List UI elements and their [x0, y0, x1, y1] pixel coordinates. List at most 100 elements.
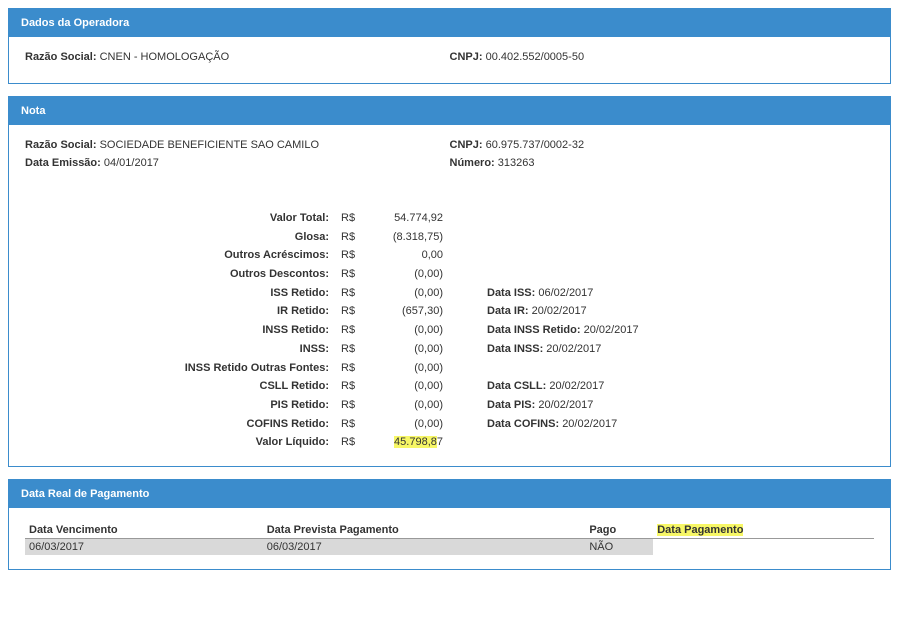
- financial-row-currency: R$: [335, 415, 367, 434]
- nota-data-emissao-value: 04/01/2017: [104, 157, 159, 169]
- financial-row-value: 45.798,87: [367, 433, 447, 452]
- financial-row-date-label: Data CSLL:: [487, 380, 549, 392]
- financial-row-date-label: Data IR:: [487, 305, 532, 317]
- financial-row: ISS Retido:R$(0,00)Data ISS: 06/02/2017: [25, 284, 874, 303]
- financial-row-currency: R$: [335, 396, 367, 415]
- pagamento-row-pago: NÃO: [585, 538, 653, 555]
- financial-row-value: (0,00): [367, 284, 447, 303]
- financial-row-date-value: 20/02/2017: [538, 399, 593, 411]
- financials-table: Valor Total:R$54.774,92Glosa:R$(8.318,75…: [25, 209, 874, 452]
- pagamento-row: 06/03/2017 06/03/2017 NÃO: [25, 538, 874, 555]
- financial-row: IR Retido:R$(657,30)Data IR: 20/02/2017: [25, 302, 874, 321]
- financial-row-date-value: 06/02/2017: [538, 287, 593, 299]
- financial-row-value: (0,00): [367, 265, 447, 284]
- financial-row-date: Data INSS Retido: 20/02/2017: [447, 321, 639, 340]
- operadora-cnpj-value: 00.402.552/0005-50: [486, 51, 584, 63]
- operadora-razao-social: Razão Social: CNEN - HOMOLOGAÇÃO: [25, 51, 450, 63]
- financial-row-date-value: 20/02/2017: [532, 305, 587, 317]
- financial-row-label: INSS Retido:: [25, 321, 335, 340]
- financial-row-date: Data PIS: 20/02/2017: [447, 396, 593, 415]
- financial-row-label: Valor Total:: [25, 209, 335, 228]
- operadora-cnpj-label: CNPJ:: [450, 51, 483, 63]
- financial-row-date: Data CSLL: 20/02/2017: [447, 377, 604, 396]
- pagamento-row-vencimento: 06/03/2017: [25, 538, 263, 555]
- financial-row-currency: R$: [335, 284, 367, 303]
- financial-row-label: CSLL Retido:: [25, 377, 335, 396]
- financial-row-label: Outros Acréscimos:: [25, 246, 335, 265]
- nota-razao-social-value: SOCIEDADE BENEFICIENTE SAO CAMILO: [100, 139, 319, 151]
- financial-row: Outros Acréscimos:R$0,00: [25, 246, 874, 265]
- nota-razao-social-label: Razão Social:: [25, 139, 97, 151]
- financial-row-label: Glosa:: [25, 228, 335, 247]
- panel-pagamento-header: Data Real de Pagamento: [9, 480, 890, 508]
- financial-row-value: (0,00): [367, 321, 447, 340]
- panel-pagamento-body: Data Vencimento Data Prevista Pagamento …: [9, 508, 890, 569]
- panel-pagamento: Data Real de Pagamento Data Vencimento D…: [8, 479, 891, 570]
- nota-numero-value: 313263: [498, 157, 535, 169]
- financial-row: CSLL Retido:R$(0,00)Data CSLL: 20/02/201…: [25, 377, 874, 396]
- panel-nota-body: Razão Social: SOCIEDADE BENEFICIENTE SAO…: [9, 125, 890, 466]
- financial-row-value: (657,30): [367, 302, 447, 321]
- financial-row-currency: R$: [335, 302, 367, 321]
- financial-row-date-label: Data INSS Retido:: [487, 324, 584, 336]
- financial-row-label: PIS Retido:: [25, 396, 335, 415]
- financial-row: Outros Descontos:R$(0,00): [25, 265, 874, 284]
- financial-row-currency: R$: [335, 433, 367, 452]
- panel-operadora-body: Razão Social: CNEN - HOMOLOGAÇÃO CNPJ: 0…: [9, 37, 890, 83]
- panel-operadora: Dados da Operadora Razão Social: CNEN - …: [8, 8, 891, 84]
- panel-operadora-header: Dados da Operadora: [9, 9, 890, 37]
- financial-row-date-label: Data COFINS:: [487, 418, 562, 430]
- financial-row-value: (0,00): [367, 415, 447, 434]
- financial-row-date: Data IR: 20/02/2017: [447, 302, 587, 321]
- financial-row-label: Valor Líquido:: [25, 433, 335, 452]
- financial-row-label: INSS Retido Outras Fontes:: [25, 359, 335, 378]
- financial-row-date: Data INSS: 20/02/2017: [447, 340, 601, 359]
- financial-row-value: (0,00): [367, 377, 447, 396]
- nota-razao-social: Razão Social: SOCIEDADE BENEFICIENTE SAO…: [25, 139, 450, 151]
- financial-row: Valor Total:R$54.774,92: [25, 209, 874, 228]
- financial-row-currency: R$: [335, 265, 367, 284]
- financial-row-date: Data COFINS: 20/02/2017: [447, 415, 617, 434]
- nota-numero-label: Número:: [450, 157, 495, 169]
- financial-row-value: (0,00): [367, 396, 447, 415]
- financial-row-currency: R$: [335, 209, 367, 228]
- financial-row-value: 0,00: [367, 246, 447, 265]
- financial-row-value: (0,00): [367, 340, 447, 359]
- financial-row-date-label: Data PIS:: [487, 399, 538, 411]
- operadora-cnpj: CNPJ: 00.402.552/0005-50: [450, 51, 875, 63]
- financial-row-currency: R$: [335, 359, 367, 378]
- financial-row-date-value: 20/02/2017: [546, 343, 601, 355]
- financial-row-value: (8.318,75): [367, 228, 447, 247]
- financial-row-date-value: 20/02/2017: [584, 324, 639, 336]
- pagamento-col-prevista: Data Prevista Pagamento: [263, 522, 586, 539]
- operadora-razao-social-label: Razão Social:: [25, 51, 97, 63]
- nota-cnpj-value: 60.975.737/0002-32: [486, 139, 584, 151]
- nota-numero: Número: 313263: [450, 157, 875, 169]
- financial-row-currency: R$: [335, 228, 367, 247]
- operadora-razao-social-value: CNEN - HOMOLOGAÇÃO: [100, 51, 230, 63]
- financial-row-value: (0,00): [367, 359, 447, 378]
- financial-row-currency: R$: [335, 377, 367, 396]
- financial-row-label: IR Retido:: [25, 302, 335, 321]
- financial-row: PIS Retido:R$(0,00)Data PIS: 20/02/2017: [25, 396, 874, 415]
- nota-cnpj-label: CNPJ:: [450, 139, 483, 151]
- financial-row-date: Data ISS: 06/02/2017: [447, 284, 593, 303]
- financial-row-currency: R$: [335, 321, 367, 340]
- financial-row-currency: R$: [335, 340, 367, 359]
- pagamento-col-data-pagamento: Data Pagamento: [653, 522, 874, 539]
- financial-row: COFINS Retido:R$(0,00)Data COFINS: 20/02…: [25, 415, 874, 434]
- financial-row-date-value: 20/02/2017: [549, 380, 604, 392]
- financial-row-label: Outros Descontos:: [25, 265, 335, 284]
- pagamento-col-data-pagamento-text: Data Pagamento: [657, 524, 743, 536]
- nota-cnpj: CNPJ: 60.975.737/0002-32: [450, 139, 875, 151]
- financial-row-label: COFINS Retido:: [25, 415, 335, 434]
- financial-row-label: ISS Retido:: [25, 284, 335, 303]
- financial-row-date-label: Data ISS:: [487, 287, 538, 299]
- financial-row-label: INSS:: [25, 340, 335, 359]
- financial-row-currency: R$: [335, 246, 367, 265]
- pagamento-row-data-pagamento: [653, 538, 874, 555]
- financial-row: INSS:R$(0,00)Data INSS: 20/02/2017: [25, 340, 874, 359]
- financial-row: Valor Líquido:R$45.798,87: [25, 433, 874, 452]
- financial-row-date-label: Data INSS:: [487, 343, 546, 355]
- nota-data-emissao: Data Emissão: 04/01/2017: [25, 157, 450, 169]
